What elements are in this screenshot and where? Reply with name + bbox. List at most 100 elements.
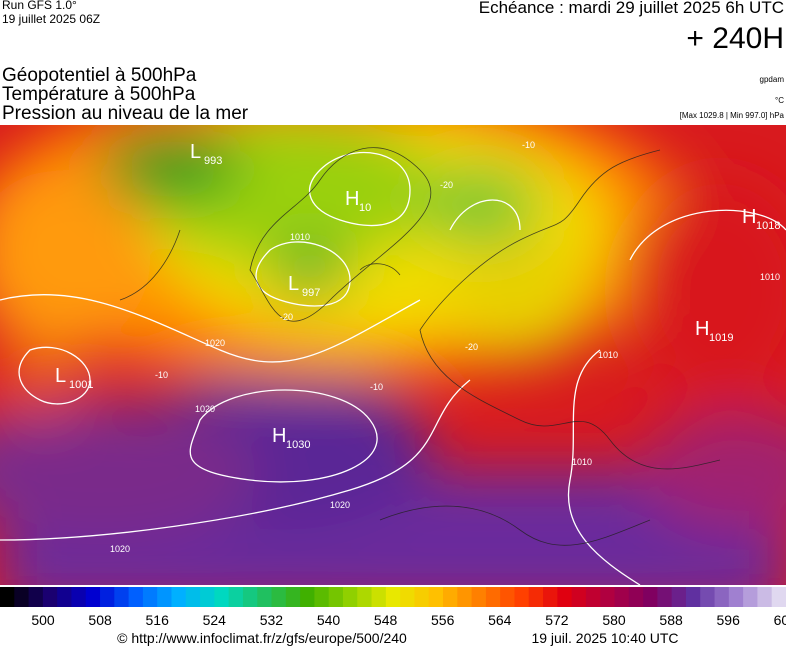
- lead-time: + 240H: [686, 22, 784, 55]
- contour-labels: 1010 1020 1020 1020 1020 1010 1010 1010 -20 -20 -2…: [110, 140, 780, 554]
- colorbar-tick-label: 572: [545, 612, 569, 628]
- colorbar-swatch: [628, 587, 644, 607]
- colorbar-swatch: [57, 587, 72, 607]
- system-letter: H: [345, 188, 359, 210]
- colorbar-swatch: [400, 587, 415, 607]
- colorbar-swatch: [700, 587, 716, 607]
- colorbar-tick-label: 580: [602, 612, 626, 628]
- colorbar-swatch: [471, 587, 487, 607]
- colorbar-swatch: [443, 587, 458, 607]
- contour-label: 1010: [760, 272, 780, 282]
- title: Température à 500hPa: [2, 84, 196, 105]
- system-pressure: 1030: [286, 439, 310, 451]
- contour-label: -20: [280, 312, 293, 322]
- contour-label: -10: [370, 382, 383, 392]
- contour-label: 1010: [572, 457, 592, 467]
- colorbar-tick-label: 604: [774, 612, 786, 628]
- colorbar-swatch: [157, 587, 172, 607]
- system-pressure: 1018: [756, 220, 780, 232]
- colorbar-swatch: [71, 587, 87, 607]
- colorbar-swatch: [657, 587, 673, 607]
- colorbar-swatch: [42, 587, 58, 607]
- colorbar-swatch: [428, 587, 444, 607]
- colorbar-swatch: [271, 587, 287, 607]
- system-letter: H: [742, 206, 756, 228]
- unit: °C: [775, 96, 784, 105]
- colorbar-swatch: [771, 587, 786, 607]
- contour-label: 1020: [330, 500, 350, 510]
- source-url: © http://www.infoclimat.fr/z/gfs/europe/…: [117, 630, 407, 646]
- colorbar-swatch: [728, 587, 744, 607]
- colorbar-swatch: [200, 587, 215, 607]
- colorbar-tick-label: 596: [717, 612, 741, 628]
- system-pressure: 10: [359, 202, 371, 214]
- colorbar-swatch: [328, 587, 344, 607]
- system-pressure: 1019: [709, 332, 733, 344]
- system-letter: H: [695, 318, 709, 340]
- system-pressure: 1001: [69, 379, 93, 391]
- colorbar-swatch: [714, 587, 730, 607]
- unit: gpdam: [760, 75, 785, 84]
- colorbar: 500 508 516 524 532 540 548 556 564 572 580 588 596 6…: [0, 587, 786, 628]
- colorbar-swatch: [171, 587, 187, 607]
- colorbar-swatch: [28, 587, 44, 607]
- colorbar-swatch: [414, 587, 430, 607]
- run: Run GFS 1.0°: [2, 0, 77, 12]
- colorbar-swatch: [385, 587, 401, 607]
- colorbar-swatch: [185, 587, 201, 607]
- colorbar-swatch: [543, 587, 558, 607]
- colorbar-swatch: [128, 587, 144, 607]
- colorbar-tick-label: 516: [146, 612, 170, 628]
- colorbar-swatch: [685, 587, 701, 607]
- system-pressure: 993: [204, 155, 222, 167]
- colorbar-swatch: [314, 587, 330, 607]
- colorbar-swatch: [85, 587, 101, 607]
- colorbar-tick-label: 556: [431, 612, 455, 628]
- contour-label: -10: [155, 370, 168, 380]
- run-date: 19 juillet 2025 06Z: [2, 12, 100, 26]
- colorbar-tick-label: 532: [260, 612, 284, 628]
- colorbar-swatch: [242, 587, 258, 607]
- title: Géopotentiel à 500hPa: [2, 65, 197, 86]
- system-pressure: 997: [302, 287, 320, 299]
- unit: [Max 1029.8 | Min 997.0] hPa: [680, 111, 785, 120]
- colorbar-swatch: [114, 587, 130, 607]
- isobars: [0, 151, 786, 585]
- system-letter: H: [272, 425, 286, 447]
- colorbar-tick-label: 588: [659, 612, 683, 628]
- colorbar-swatch: [500, 587, 515, 607]
- system-letter: L: [288, 273, 299, 295]
- render-time: 19 juil. 2025 10:40 UTC: [531, 630, 678, 646]
- colorbar-swatch: [142, 587, 158, 607]
- title: Pression au niveau de la mer: [2, 103, 249, 124]
- colorbar-swatch: [671, 587, 687, 607]
- colorbar-swatch: [614, 587, 630, 607]
- colorbar-swatch: [214, 587, 230, 607]
- colorbar-tick-label: 548: [374, 612, 398, 628]
- colorbar-swatch: [485, 587, 501, 607]
- colorbar-swatch: [0, 587, 15, 607]
- contour-label: -20: [440, 180, 453, 190]
- colorbar-swatch: [528, 587, 544, 607]
- contour-label: 1020: [195, 404, 215, 414]
- contour-label: 1010: [290, 232, 310, 242]
- contour-label: 1010: [598, 350, 618, 360]
- colorbar-swatch: [357, 587, 373, 607]
- colorbar-swatch: [457, 587, 473, 607]
- contour-label: -10: [522, 140, 535, 150]
- colorbar-swatch: [557, 587, 573, 607]
- colorbar-swatch: [300, 587, 315, 607]
- colorbar-swatch: [757, 587, 773, 607]
- system-letter: L: [190, 141, 201, 163]
- contour-label: -20: [465, 342, 478, 352]
- colorbar-swatch: [14, 587, 30, 607]
- colorbar-tick-label: 540: [317, 612, 341, 628]
- system-letter: L: [55, 365, 66, 387]
- colorbar-swatch: [600, 587, 616, 607]
- colorbar-swatch: [228, 587, 244, 607]
- colorbar-swatch: [743, 587, 758, 607]
- colorbar-swatch: [285, 587, 301, 607]
